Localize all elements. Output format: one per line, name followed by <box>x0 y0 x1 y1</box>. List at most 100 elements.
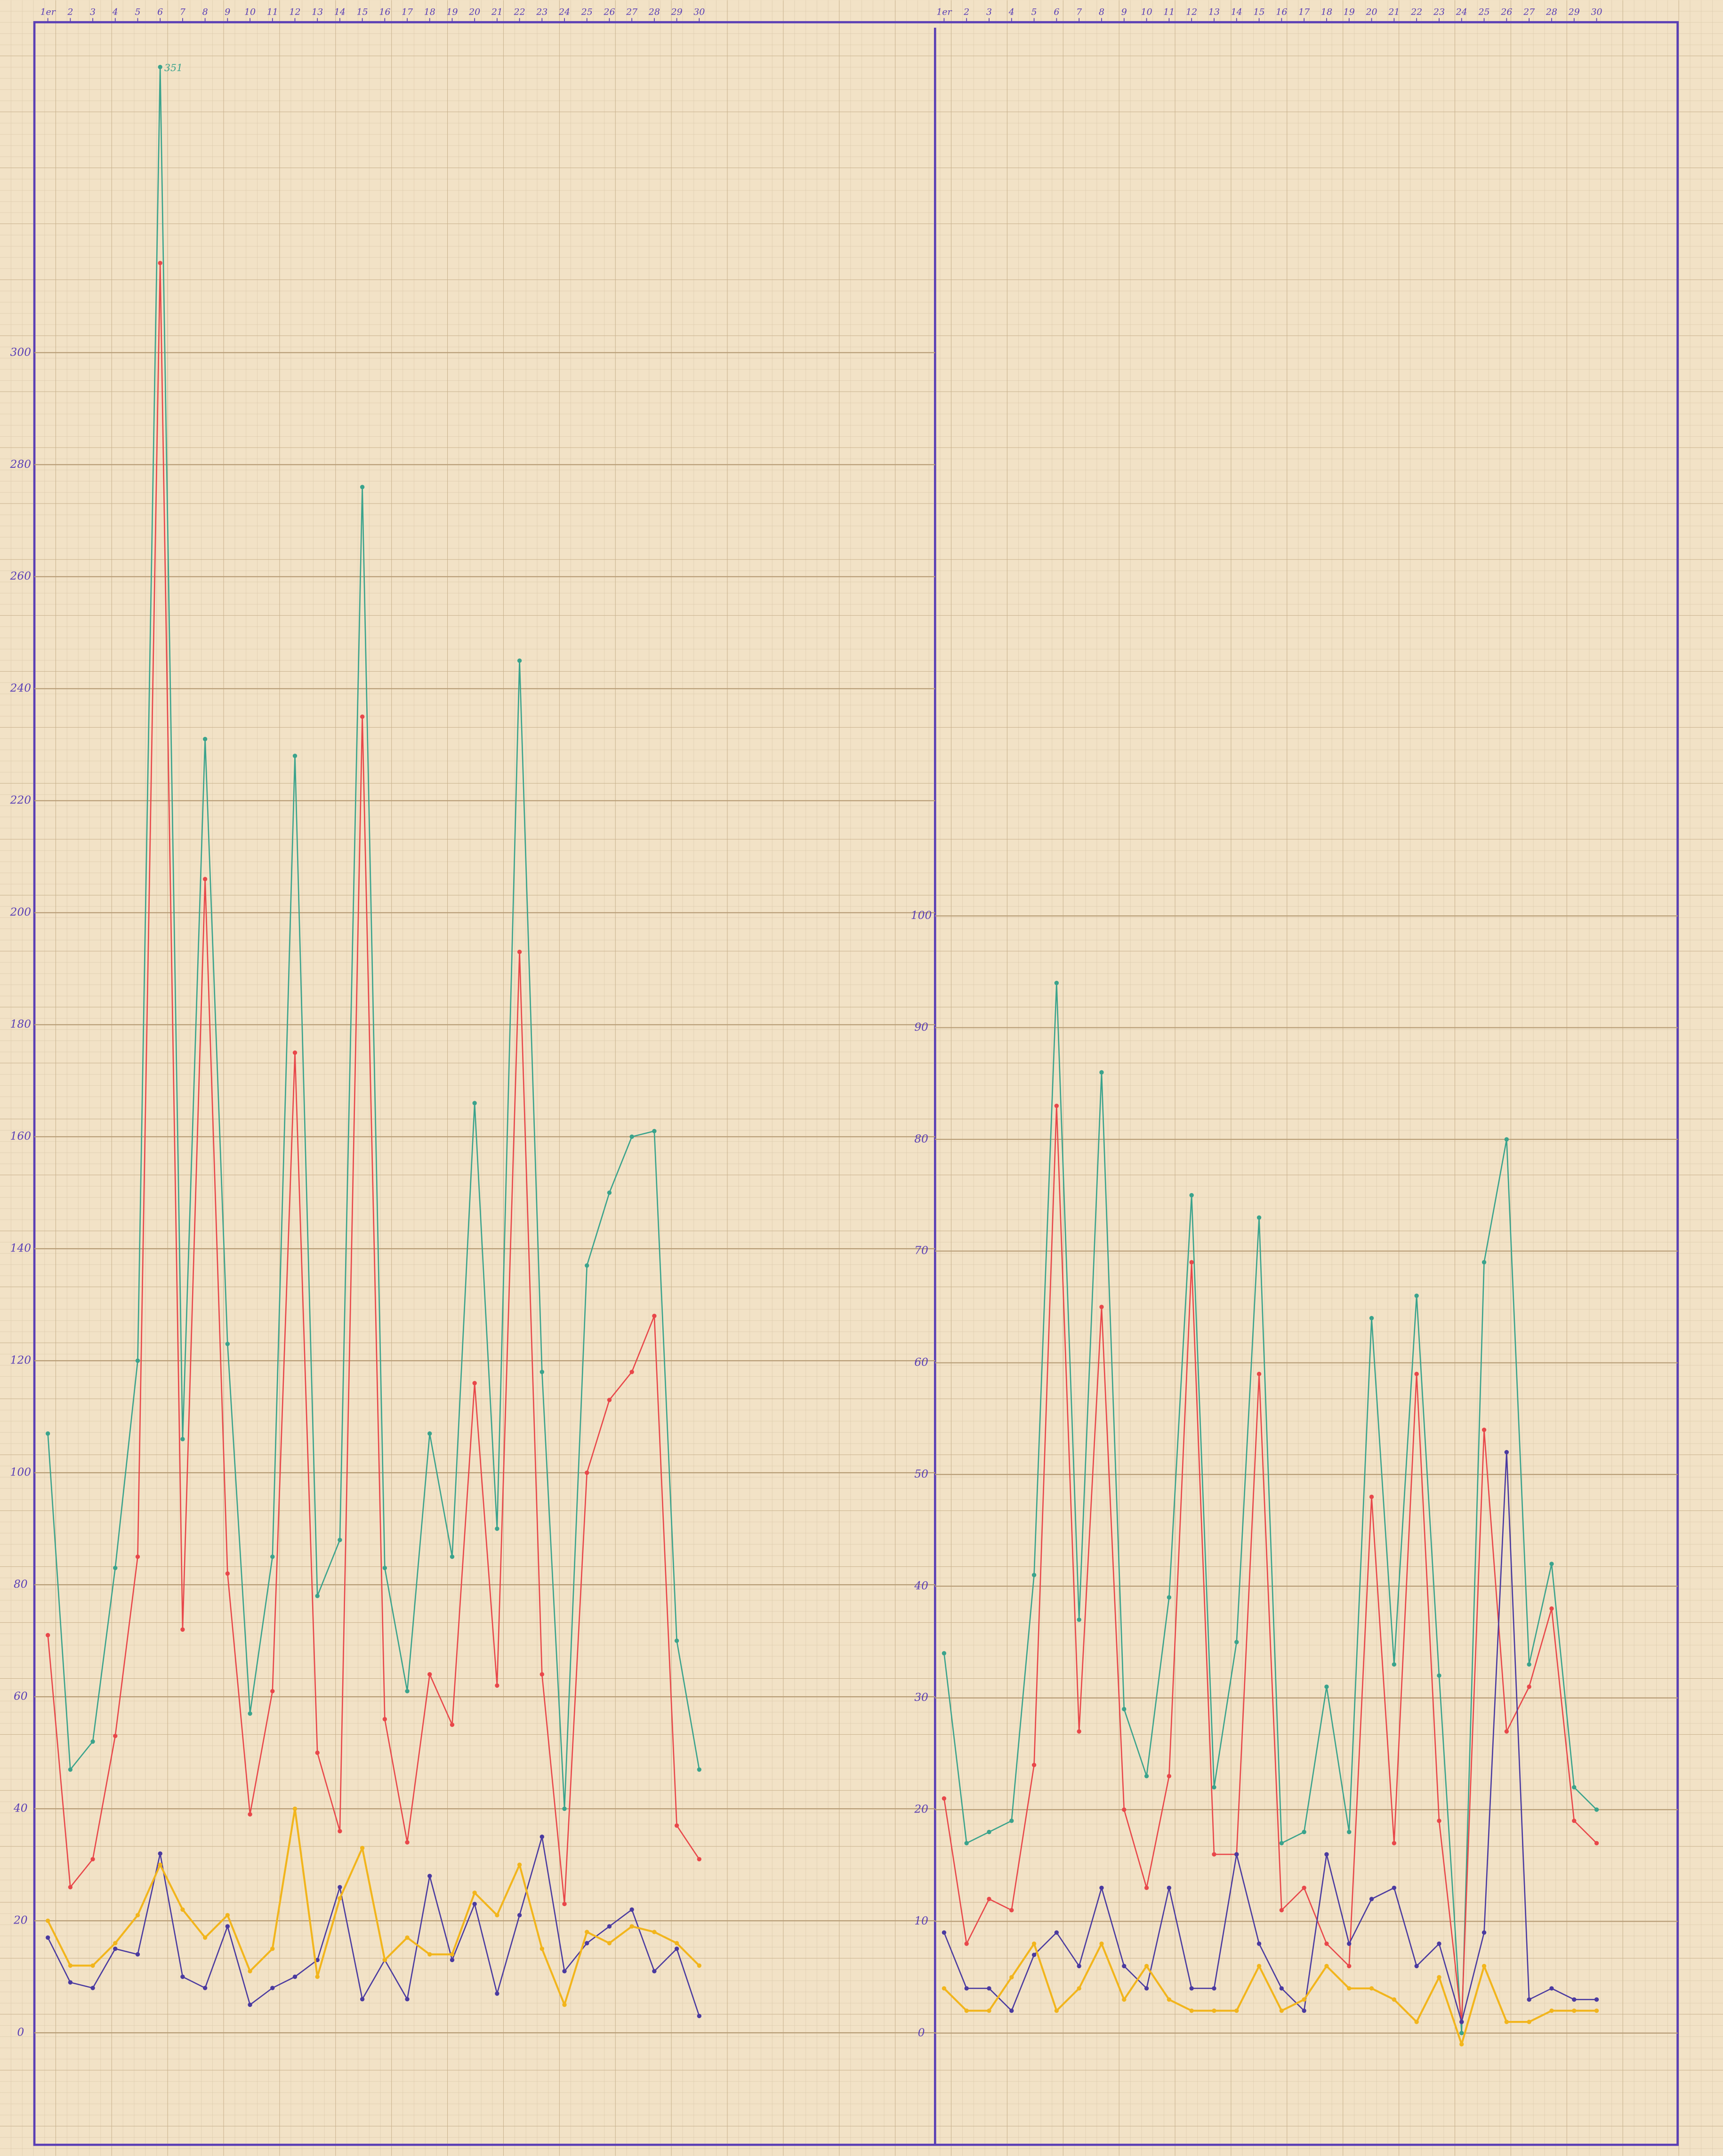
data-point <box>180 1627 185 1632</box>
data-point <box>68 1963 73 1968</box>
data-point <box>1414 1371 1419 1377</box>
data-point <box>1414 2020 1419 2024</box>
data-point <box>495 1991 499 1996</box>
data-point <box>1234 2008 1239 2013</box>
data-point <box>1481 1427 1487 1432</box>
x-tick-label: 25 <box>581 7 593 17</box>
data-point <box>1099 1070 1104 1075</box>
data-point <box>202 737 208 742</box>
data-point <box>629 1907 634 1912</box>
data-point <box>607 1924 612 1929</box>
x-tick-label: 28 <box>648 7 660 17</box>
data-point <box>450 1952 455 1957</box>
data-point <box>270 1986 275 1990</box>
x-tick-label: 18 <box>1321 7 1332 17</box>
x-tick-label: 12 <box>1186 7 1197 17</box>
data-point <box>225 1913 230 1917</box>
series-line <box>47 1836 700 2016</box>
data-point <box>964 1986 969 1991</box>
data-point <box>113 1947 118 1951</box>
x-tick-label: 24 <box>1456 7 1467 17</box>
data-point <box>248 1711 252 1716</box>
data-point <box>1279 1986 1284 1991</box>
data-point <box>382 1565 387 1571</box>
data-point <box>405 1935 410 1940</box>
data-point <box>495 1683 499 1688</box>
x-tick-label: 24 <box>558 7 570 17</box>
y-tick-label: 40 <box>13 1802 28 1815</box>
data-point <box>158 1862 162 1867</box>
data-point <box>1594 2008 1599 2013</box>
x-tick-label: 23 <box>536 7 547 17</box>
x-tick-label: 17 <box>1298 7 1310 17</box>
data-point <box>338 1885 342 1890</box>
data-point <box>1572 1819 1577 1823</box>
x-tick-label: 2 <box>67 7 73 17</box>
data-point <box>68 1767 73 1772</box>
data-point <box>270 1947 275 1951</box>
data-point <box>1256 1941 1262 1946</box>
data-point <box>1459 2042 1464 2047</box>
data-point <box>674 1947 679 1951</box>
data-point <box>315 1974 320 1979</box>
x-tick-label: 9 <box>225 7 230 17</box>
x-tick-label: 6 <box>1054 7 1059 17</box>
data-point <box>942 1986 947 1991</box>
y-tick-label: 220 <box>10 793 32 807</box>
data-point <box>338 1829 342 1834</box>
data-point <box>1189 1986 1194 1991</box>
data-point <box>1459 2020 1464 2024</box>
x-tick-label: 28 <box>1546 7 1557 17</box>
data-point <box>1144 1774 1149 1779</box>
data-point <box>225 1341 230 1346</box>
data-point <box>1031 1941 1037 1946</box>
data-point <box>1302 1885 1306 1890</box>
y-tick-label: 300 <box>10 345 32 359</box>
data-point <box>1031 1572 1037 1578</box>
data-point <box>1481 1964 1487 1969</box>
data-point <box>135 1952 140 1957</box>
x-tick-label: 8 <box>1099 7 1104 17</box>
data-point <box>292 1050 298 1055</box>
x-tick-label: 10 <box>1141 7 1152 17</box>
data-point <box>113 1941 118 1946</box>
series-line <box>47 262 700 1905</box>
data-point <box>652 1314 657 1318</box>
data-point <box>697 1767 701 1772</box>
data-point <box>1437 1819 1441 1823</box>
data-point <box>629 1370 634 1374</box>
x-tick-label: 19 <box>446 7 458 17</box>
data-point <box>360 1997 365 2002</box>
data-point <box>1437 1941 1441 1946</box>
data-point <box>1504 1729 1509 1734</box>
x-tick-label: 14 <box>1231 7 1242 17</box>
data-point <box>1279 2008 1284 2013</box>
y-tick-label: 70 <box>914 1244 928 1257</box>
data-point <box>1392 1662 1397 1667</box>
x-tick-label: 17 <box>402 7 413 17</box>
x-tick-label: 11 <box>267 7 278 17</box>
data-point <box>180 1907 185 1912</box>
data-point <box>427 1874 432 1878</box>
x-tick-label: 29 <box>1568 7 1580 17</box>
data-point <box>495 1913 499 1917</box>
data-point <box>135 1913 140 1917</box>
data-point <box>1572 1997 1577 2002</box>
series-line <box>47 66 700 1810</box>
data-point <box>1256 1964 1262 1969</box>
data-point <box>1347 1829 1352 1835</box>
data-point <box>315 1750 320 1755</box>
x-tick-label: 27 <box>626 7 638 17</box>
data-point <box>1234 1640 1239 1644</box>
data-point <box>629 1924 634 1929</box>
data-point <box>1437 1673 1441 1678</box>
data-point <box>517 949 522 954</box>
data-point <box>1144 1885 1149 1890</box>
value-label: 351 <box>164 62 183 73</box>
data-point <box>90 1739 95 1744</box>
data-point <box>652 1969 657 1973</box>
data-point <box>1414 1964 1419 1969</box>
data-point <box>1189 1260 1194 1265</box>
